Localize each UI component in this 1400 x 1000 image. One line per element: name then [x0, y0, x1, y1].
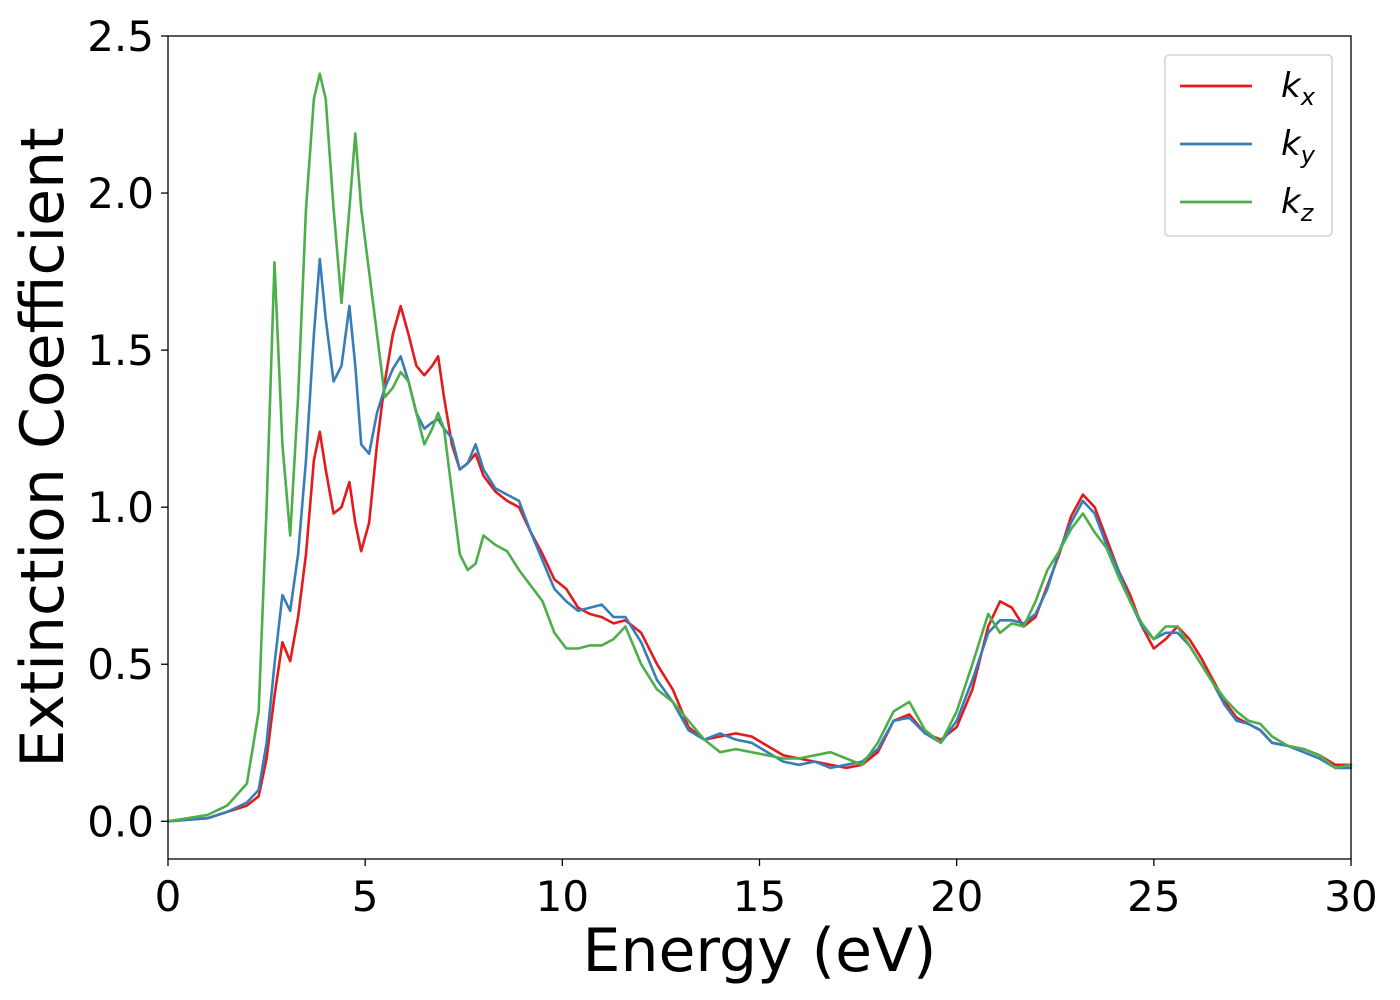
y-tick-label: 0.5	[87, 640, 154, 689]
x-tick-label: 20	[930, 872, 983, 921]
legend-label-subscript: z	[1300, 199, 1315, 227]
legend-label-subscript: y	[1300, 141, 1316, 169]
legend-label-base: k	[1281, 182, 1302, 222]
legend-label-subscript: x	[1300, 83, 1316, 111]
x-axis: 0 5 10 15 20 25 30	[155, 859, 1378, 921]
series-layer	[166, 72, 1353, 823]
x-tick-label: 15	[733, 872, 786, 921]
x-tick-label: 25	[1127, 872, 1180, 921]
y-tick-label: 1.0	[87, 483, 154, 532]
y-tick-label: 2.0	[87, 169, 154, 218]
y-axis: 0.0 0.5 1.0 1.5 2.0 2.5	[87, 12, 168, 846]
x-tick-label: 30	[1324, 872, 1377, 921]
legend-box	[1164, 54, 1333, 237]
x-tick-label: 0	[155, 872, 182, 921]
y-tick-label: 1.5	[87, 326, 154, 375]
legend-label-ky: ky	[1281, 124, 1316, 169]
legend-label-kz: kz	[1281, 182, 1315, 227]
x-tick-label: 5	[352, 872, 379, 921]
y-tick-label: 2.5	[87, 12, 154, 61]
legend-label-base: k	[1281, 66, 1302, 106]
legend-label-kx: kx	[1281, 66, 1316, 111]
y-tick-label: 0.0	[87, 797, 154, 846]
x-axis-label: Energy (eV)	[583, 916, 937, 986]
series-line-kz	[166, 72, 1353, 823]
y-axis-label: Extinction Coefficient	[8, 127, 78, 767]
x-tick-label: 10	[536, 872, 589, 921]
legend-label-base: k	[1281, 124, 1302, 164]
